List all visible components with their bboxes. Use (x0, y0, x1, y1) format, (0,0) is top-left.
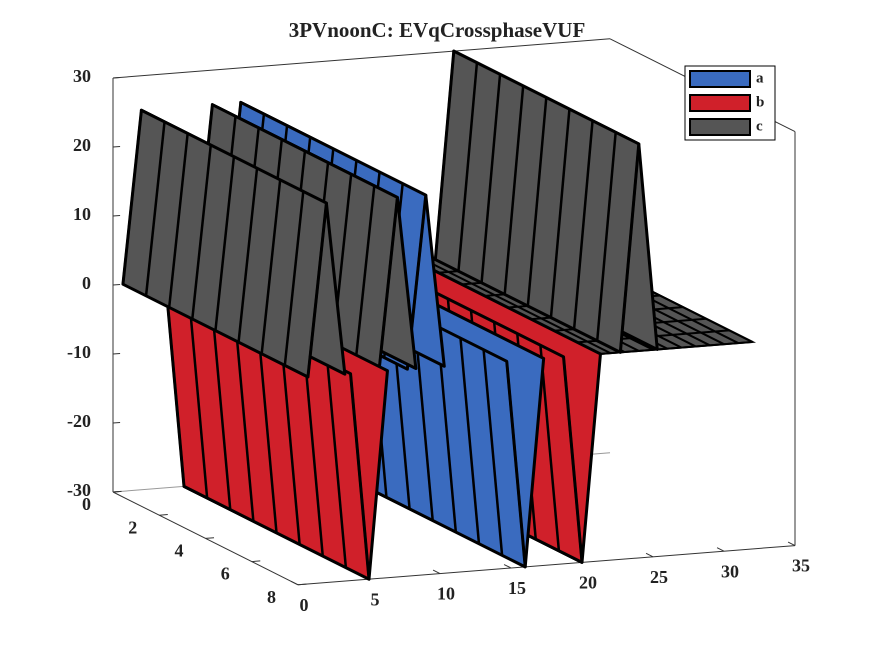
ribbon-slat (237, 168, 259, 343)
chart-title: 3PVnoonC: EVqCrossphaseVUF (289, 18, 586, 42)
y-tick-label: 6 (221, 564, 230, 584)
floor-grid (424, 259, 611, 355)
ribbon-slat (121, 110, 143, 285)
ribbon-slat (214, 156, 236, 331)
x-tick-label: 35 (792, 556, 810, 576)
z-tick-label: 30 (73, 66, 91, 86)
z-tick-label: -10 (67, 342, 91, 362)
ribbon-slat (349, 373, 371, 580)
z-tick-label: 0 (82, 273, 91, 293)
ribbon-slat (549, 108, 571, 318)
y-tick (251, 560, 261, 563)
ribbon-slat (595, 132, 617, 341)
z-tick (112, 421, 121, 424)
x-tick (645, 552, 654, 558)
y-tick (205, 537, 215, 539)
ribbon-slat (283, 191, 305, 366)
ribbon-slat (167, 133, 189, 308)
ribbon-slat (562, 356, 584, 563)
legend-label: c (756, 118, 763, 134)
y-tick-label: 4 (175, 541, 184, 561)
ribbon-slat (572, 120, 594, 330)
ribbon-slat (354, 185, 376, 360)
legend-swatch (689, 94, 751, 112)
ribbon-slat (164, 280, 186, 487)
ribbon-slat (457, 62, 479, 272)
y-tick (112, 490, 122, 493)
z-tick-label: 10 (73, 204, 91, 224)
ribbon-slat (260, 179, 282, 354)
axis-line (297, 545, 796, 586)
ribbon-slat (619, 143, 641, 353)
legend-label: b (756, 94, 764, 110)
ribbon-slat (210, 303, 232, 510)
ribbon-slat (503, 85, 525, 295)
z-tick (112, 283, 121, 286)
ribbon-slat (480, 74, 502, 283)
z-tick (112, 352, 121, 355)
x-tick (716, 547, 725, 552)
ribbon-slat (505, 361, 527, 567)
x-tick-label: 0 (300, 595, 309, 615)
legend-swatch (689, 70, 751, 88)
x-tick-label: 20 (579, 573, 597, 593)
z-tick (112, 214, 121, 217)
ribbon-slat (191, 144, 213, 320)
z-tick-label: -20 (67, 411, 91, 431)
y-tick (159, 514, 168, 516)
ribbon-slat (539, 345, 561, 551)
ribbon-slat (187, 292, 209, 499)
ribbon-slat (526, 97, 548, 307)
ribbon-slat (256, 327, 278, 533)
ribbon-slat (434, 50, 456, 260)
ribbon-slat (482, 349, 504, 556)
ribbon (121, 108, 347, 379)
x-tick (787, 541, 796, 547)
ribbon (164, 276, 389, 581)
legend: abc (684, 65, 776, 141)
ribbon-slat (377, 197, 399, 372)
x-tick (503, 564, 512, 569)
z-tick-label: -30 (67, 480, 91, 500)
x-tick-label: 25 (650, 567, 668, 587)
z-tick (112, 76, 121, 79)
z-tick (112, 145, 121, 148)
ribbon-slat (459, 338, 481, 544)
legend-swatch (689, 118, 751, 136)
y-tick-label: 0 (82, 494, 91, 514)
axis-line (112, 38, 611, 79)
x-tick-label: 5 (371, 589, 380, 609)
x-tick-label: 10 (437, 584, 455, 604)
z-tick-label: 20 (73, 135, 91, 155)
ribbon-slat (326, 361, 348, 568)
y-tick (297, 583, 307, 586)
x-tick (290, 580, 299, 586)
ribbon-slat (144, 121, 166, 296)
legend-label: a (756, 70, 764, 86)
y-tick-label: 8 (267, 587, 276, 607)
x-tick-label: 30 (721, 561, 739, 581)
y-tick-label: 2 (128, 517, 137, 537)
x-tick (432, 569, 441, 575)
ribbon (433, 49, 659, 354)
ribbon-slat (303, 350, 324, 557)
x-tick-label: 15 (508, 578, 526, 598)
ribbon-slat (306, 202, 328, 378)
ribbon-slat (233, 315, 255, 522)
ribbon-slat (279, 338, 301, 545)
